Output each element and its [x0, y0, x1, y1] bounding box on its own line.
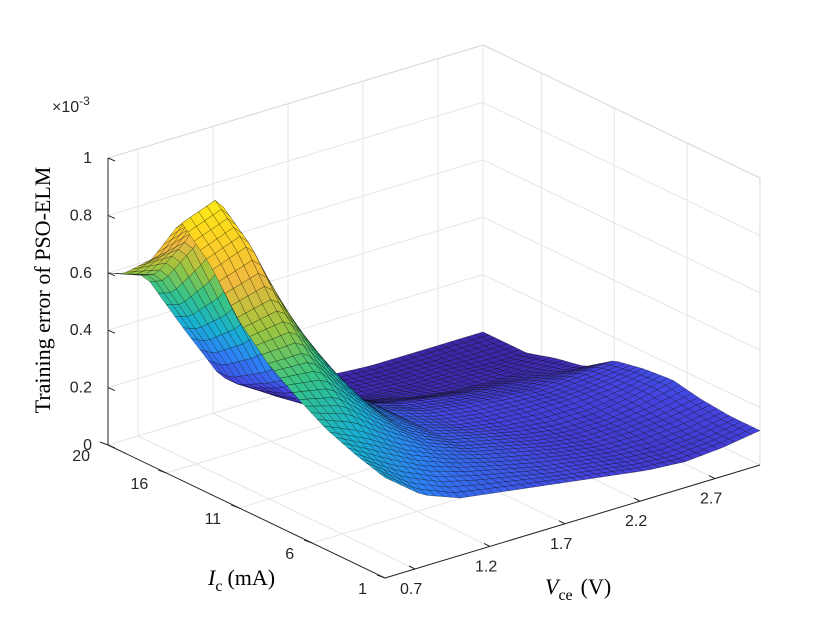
y-tick-mark — [303, 539, 313, 544]
side-gridline-z — [482, 159, 761, 294]
y-tick-mark — [99, 441, 109, 446]
y-tick-label: 1 — [358, 581, 367, 598]
z-tick-label: 0.8 — [70, 207, 92, 224]
y-axis-label: Ic (mA) — [207, 565, 275, 595]
y-tick-mark — [376, 574, 386, 579]
back-gridline-z — [107, 101, 484, 216]
y-tick-label: 16 — [131, 476, 149, 493]
y-tick-label: 20 — [72, 448, 90, 465]
z-tick-label: 0.6 — [70, 265, 92, 282]
y-tick-mark — [231, 504, 240, 509]
x-axis-label: Vce (V) — [545, 574, 611, 604]
z-tick-label: 0.2 — [70, 380, 92, 397]
floor-gridline-x — [137, 435, 416, 570]
z-axis-ticks: 0 0.2 0.4 0.6 0.8 1 — [70, 150, 116, 454]
box-edge — [482, 44, 761, 179]
y-tick-label: 6 — [285, 546, 294, 563]
x-tick-label: 2.7 — [700, 491, 722, 508]
z-tick-mark — [107, 272, 116, 277]
side-gridline-z — [482, 274, 761, 409]
surface-mesh — [107, 200, 761, 499]
x-tick-label: 1.2 — [475, 558, 497, 575]
x-tick-mark — [558, 520, 566, 525]
z-exponent-label: ×10-3 — [52, 94, 90, 116]
side-gridline-z — [482, 216, 761, 351]
back-gridline-z — [107, 216, 484, 331]
z-tick-mark — [107, 329, 116, 334]
y-axis-line — [107, 444, 386, 579]
z-tick-mark — [107, 387, 116, 392]
y-tick-mark — [158, 469, 167, 474]
box-edge — [107, 44, 484, 159]
side-gridline-z — [482, 101, 761, 236]
z-tick-mark — [107, 214, 116, 219]
z-axis-label: Training error of PSO-ELM — [30, 167, 55, 414]
z-tick-label: 0.4 — [70, 322, 92, 339]
x-axis-line — [384, 464, 761, 579]
x-tick-mark — [483, 542, 491, 547]
x-tick-label: 2.2 — [625, 513, 647, 530]
x-tick-label: 1.7 — [550, 536, 572, 553]
axis-lines — [107, 158, 761, 579]
y-tick-label: 11 — [205, 511, 222, 528]
x-tick-mark — [408, 565, 416, 570]
x-tick-mark — [708, 475, 716, 480]
x-tick-mark — [633, 497, 641, 502]
surface-patch — [378, 472, 394, 482]
z-tick-label: 0 — [83, 437, 92, 454]
z-tick-mark — [107, 157, 116, 162]
x-tick-label: 0.7 — [400, 581, 422, 598]
x-axis-ticks: 0.7 1.2 1.7 2.2 2.7 — [400, 475, 722, 598]
floor-gridline-x — [212, 412, 491, 547]
z-tick-label: 1 — [83, 150, 92, 167]
z-tick-mark — [107, 444, 116, 449]
